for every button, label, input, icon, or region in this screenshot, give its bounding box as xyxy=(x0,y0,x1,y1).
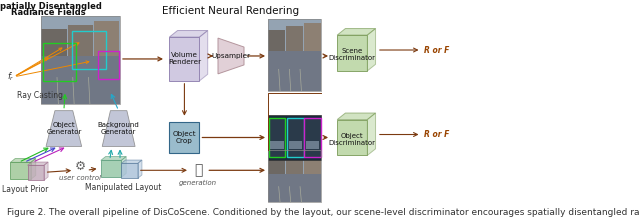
Polygon shape xyxy=(44,162,48,180)
Text: Ray Casting: Ray Casting xyxy=(17,91,63,100)
Polygon shape xyxy=(122,163,138,178)
Polygon shape xyxy=(170,37,200,81)
Polygon shape xyxy=(268,174,321,202)
Bar xyxy=(98,51,118,79)
Polygon shape xyxy=(41,16,120,55)
Polygon shape xyxy=(67,25,93,55)
Text: $f_r$: $f_r$ xyxy=(6,70,14,83)
Text: ⧗: ⧗ xyxy=(194,163,202,177)
Polygon shape xyxy=(268,151,321,174)
Polygon shape xyxy=(337,113,376,120)
Bar xyxy=(170,122,200,153)
Text: Figure 2. The overall pipeline of DisCoScene. Conditioned by the layout, our sce: Figure 2. The overall pipeline of DisCoS… xyxy=(7,208,640,217)
Polygon shape xyxy=(270,141,284,149)
Bar xyxy=(44,43,76,81)
Text: Scene
Discriminator: Scene Discriminator xyxy=(329,48,376,61)
Text: Background
Generator: Background Generator xyxy=(98,122,140,135)
Polygon shape xyxy=(10,158,36,162)
Polygon shape xyxy=(306,141,319,149)
Polygon shape xyxy=(367,113,376,155)
Bar xyxy=(268,19,321,91)
Text: Object
Discriminator: Object Discriminator xyxy=(329,133,376,146)
Polygon shape xyxy=(101,160,122,177)
Bar xyxy=(41,16,120,104)
Polygon shape xyxy=(268,158,285,174)
Polygon shape xyxy=(337,35,367,71)
Polygon shape xyxy=(101,156,126,160)
Polygon shape xyxy=(94,21,119,55)
Text: Object
Crop: Object Crop xyxy=(173,131,196,144)
Polygon shape xyxy=(303,23,321,51)
Text: generation: generation xyxy=(179,180,217,186)
Polygon shape xyxy=(286,156,303,174)
Polygon shape xyxy=(286,26,303,51)
Polygon shape xyxy=(218,38,244,74)
Text: Radiance Fields: Radiance Fields xyxy=(11,8,85,17)
Polygon shape xyxy=(28,165,44,180)
Polygon shape xyxy=(367,29,376,71)
Text: Manipulated Layout: Manipulated Layout xyxy=(85,183,162,192)
Text: Layout Prior: Layout Prior xyxy=(3,185,49,194)
Polygon shape xyxy=(337,120,367,155)
Polygon shape xyxy=(268,19,321,51)
Text: Spatially Disentangled: Spatially Disentangled xyxy=(0,2,102,11)
Bar xyxy=(72,31,106,69)
Text: Volume
Renderer: Volume Renderer xyxy=(168,52,201,65)
Text: R or F: R or F xyxy=(424,46,449,55)
Polygon shape xyxy=(122,160,142,163)
Polygon shape xyxy=(28,162,48,165)
Polygon shape xyxy=(289,141,302,149)
Polygon shape xyxy=(31,158,36,179)
Polygon shape xyxy=(122,156,126,177)
Bar xyxy=(268,151,321,202)
Polygon shape xyxy=(41,55,120,104)
Text: R or F: R or F xyxy=(424,130,449,139)
Bar xyxy=(304,118,321,157)
Polygon shape xyxy=(41,29,67,55)
Polygon shape xyxy=(268,30,285,51)
Polygon shape xyxy=(138,160,142,178)
Bar xyxy=(269,118,285,157)
Text: Efficient Neural Rendering: Efficient Neural Rendering xyxy=(163,6,300,16)
Text: Upsampler: Upsampler xyxy=(211,53,251,59)
Text: ⚙: ⚙ xyxy=(75,160,86,173)
Text: user control: user control xyxy=(60,175,101,181)
Polygon shape xyxy=(10,162,31,179)
Polygon shape xyxy=(200,30,208,81)
Polygon shape xyxy=(102,111,135,147)
Polygon shape xyxy=(268,51,321,91)
Polygon shape xyxy=(303,153,321,174)
Bar xyxy=(268,115,321,160)
Polygon shape xyxy=(170,30,208,37)
Polygon shape xyxy=(46,111,82,147)
Bar xyxy=(287,118,303,157)
Polygon shape xyxy=(337,29,376,35)
Text: Object
Generator: Object Generator xyxy=(46,122,81,135)
